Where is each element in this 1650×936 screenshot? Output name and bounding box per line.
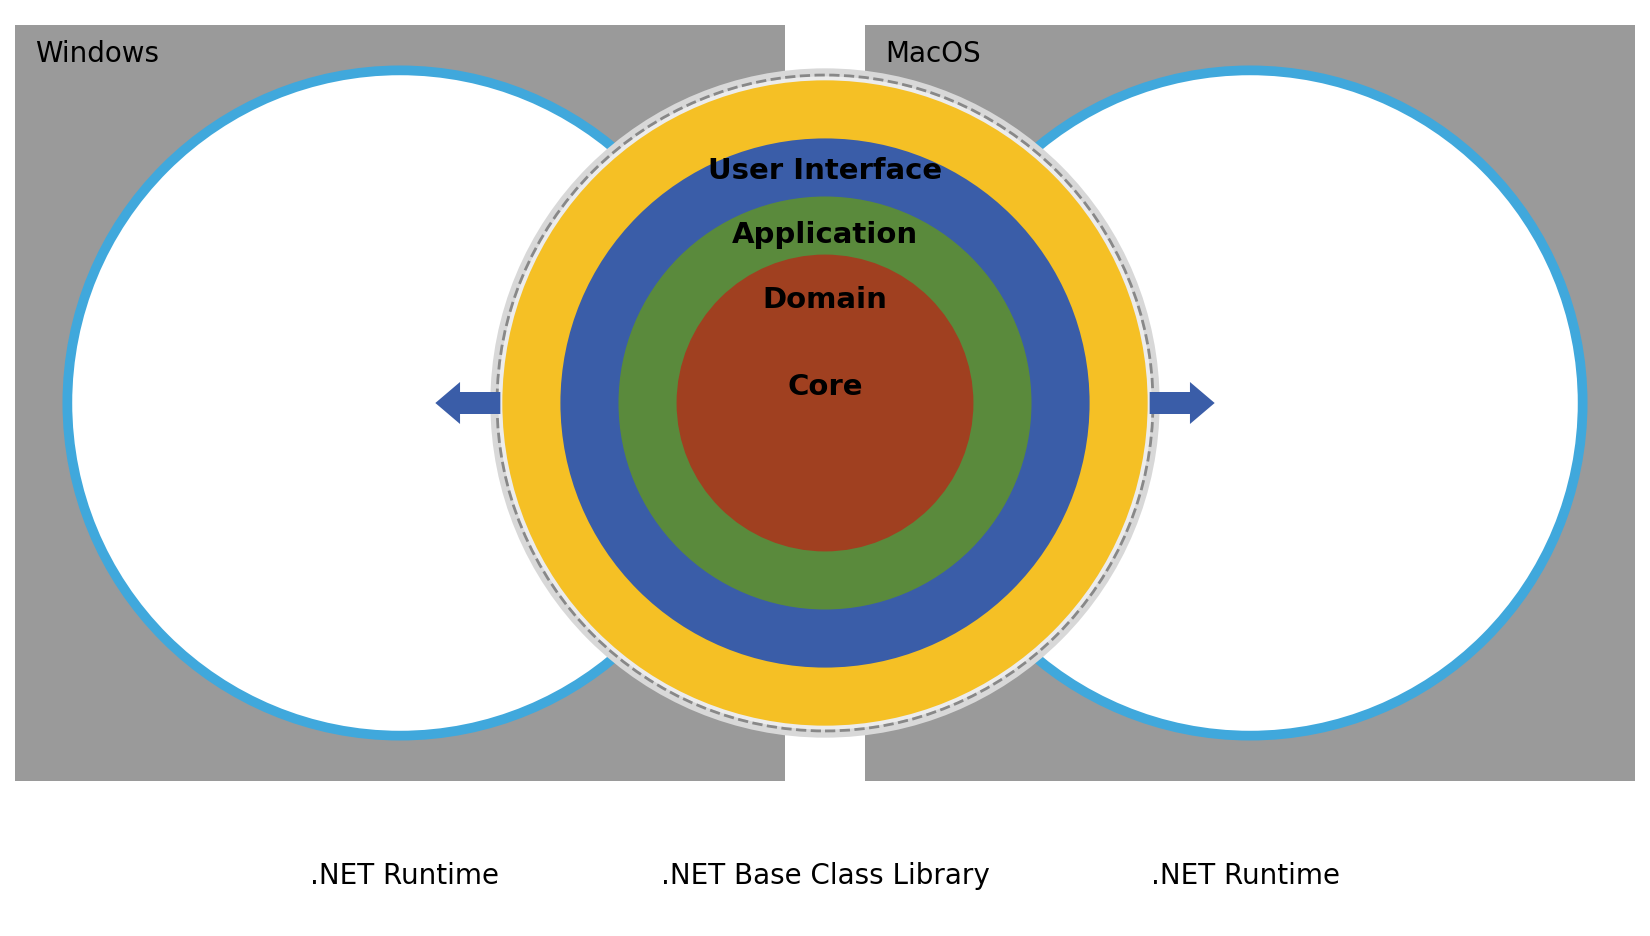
Ellipse shape [68, 70, 733, 736]
FancyArrow shape [1150, 382, 1214, 424]
Text: .NET Runtime: .NET Runtime [1152, 862, 1340, 890]
Text: Domain: Domain [762, 285, 888, 314]
FancyArrow shape [436, 382, 500, 424]
Ellipse shape [502, 80, 1148, 725]
Ellipse shape [917, 70, 1582, 736]
Text: .NET Runtime: .NET Runtime [310, 862, 498, 890]
Ellipse shape [498, 77, 1152, 730]
Bar [15, 25, 785, 781]
Bar [865, 25, 1635, 781]
Ellipse shape [619, 197, 1031, 609]
Text: User Interface: User Interface [708, 156, 942, 184]
Text: Core: Core [787, 373, 863, 401]
Ellipse shape [561, 139, 1089, 667]
Ellipse shape [490, 68, 1160, 738]
Text: .NET Base Class Library: .NET Base Class Library [660, 862, 990, 890]
Text: Windows: Windows [35, 40, 158, 68]
Text: MacOS: MacOS [884, 40, 980, 68]
Ellipse shape [676, 255, 974, 551]
Text: Application: Application [733, 221, 917, 249]
